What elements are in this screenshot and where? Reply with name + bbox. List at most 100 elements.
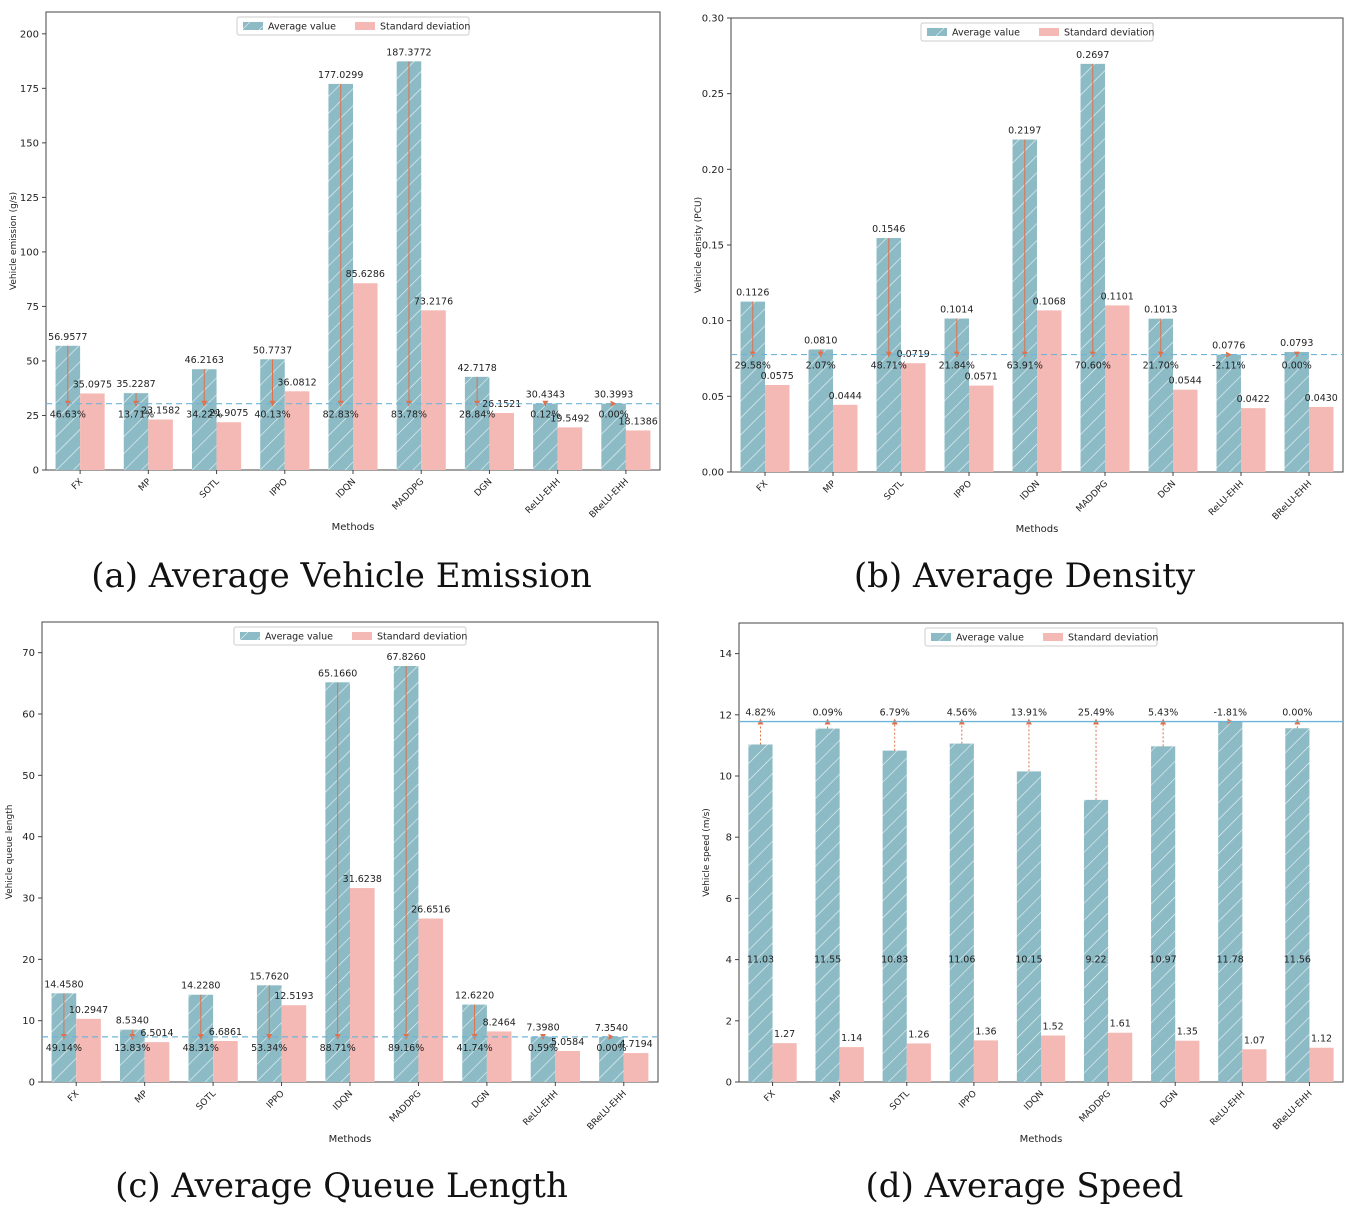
x-tick-label: DGN	[470, 1089, 492, 1111]
y-axis-label: Vehicle density (PCU)	[694, 197, 704, 293]
label-percent-change: -2.11%	[1212, 361, 1246, 372]
chart-panel-density: 0.00 0.05 0.10 0.15 0.20 0.25 0.30 Vehicle dens…	[683, 0, 1366, 550]
bar-standard-deviation	[1173, 389, 1198, 472]
x-tick-label: SOTL	[888, 1089, 912, 1113]
bar-average-value	[1016, 771, 1041, 1082]
bar-standard-deviation	[216, 422, 242, 470]
x-tick-label: ReLU-EHH	[1209, 1089, 1248, 1128]
label-standard-deviation: 1.35	[1177, 1027, 1198, 1038]
y-tick-label: 10	[22, 1016, 35, 1027]
label-average-value: 67.8260	[386, 652, 425, 663]
label-standard-deviation: 1.26	[908, 1029, 929, 1040]
label-standard-deviation: 1.14	[841, 1033, 862, 1044]
bar-standard-deviation	[489, 412, 515, 470]
caption-emission: (a) Average Vehicle Emission	[91, 556, 592, 596]
bar-standard-deviation	[557, 427, 583, 470]
label-percent-change: 88.71%	[320, 1043, 356, 1054]
y-tick-label: 6	[726, 894, 732, 905]
label-percent-change: 49.14%	[46, 1043, 82, 1054]
bar-standard-deviation	[765, 384, 790, 472]
y-tick-label: 14	[719, 649, 732, 660]
label-average-value: 0.1126	[736, 288, 769, 299]
label-average-value: 177.0299	[318, 70, 363, 81]
label-standard-deviation: 8.2464	[483, 1017, 516, 1028]
bar-average-value	[1151, 746, 1176, 1082]
x-tick-label: BReLU-EHH	[1271, 479, 1314, 522]
bar-standard-deviation	[353, 283, 378, 470]
label-standard-deviation: 1.12	[1311, 1034, 1332, 1045]
label-standard-deviation: 73.2176	[414, 296, 453, 307]
bar-average-value	[1216, 354, 1241, 472]
x-tick-label: ReLU-EHH	[524, 477, 563, 516]
bar-standard-deviation	[969, 385, 994, 472]
x-tick-label: IPPO	[957, 1089, 979, 1111]
bar-average-value	[949, 743, 974, 1082]
label-standard-deviation: 10.2947	[69, 1005, 108, 1016]
y-tick-label: 4	[726, 955, 732, 966]
bar-standard-deviation	[213, 1040, 238, 1082]
label-percent-change: 0.00%	[596, 1043, 626, 1054]
label-average-value: 0.1014	[940, 305, 973, 316]
bar-standard-deviation	[1242, 1049, 1267, 1082]
x-tick-label: IDQN	[334, 477, 358, 501]
y-tick-label: 10	[719, 772, 732, 783]
bar-average-value	[533, 403, 558, 470]
legend: Average value Standard deviation	[924, 627, 1158, 647]
bar-standard-deviation	[973, 1040, 999, 1082]
bar-standard-deviation	[1037, 310, 1062, 472]
y-tick-label: 2	[726, 1016, 732, 1027]
label-percent-change: 53.34%	[251, 1043, 287, 1054]
x-tick-label: DGN	[1159, 1089, 1181, 1111]
label-average-value: 0.2197	[1008, 126, 1041, 137]
bar-standard-deviation	[1105, 305, 1130, 472]
bar-standard-deviation	[906, 1043, 931, 1082]
label-standard-deviation: 19.5492	[550, 413, 589, 424]
label-standard-deviation: 21.9075	[209, 408, 248, 419]
label-percent-change: 41.74%	[456, 1043, 492, 1054]
label-average-value: 7.3980	[526, 1023, 559, 1034]
bar-standard-deviation	[555, 1050, 580, 1082]
bar-average-value	[815, 728, 840, 1082]
legend-label-average: Average value	[956, 633, 1024, 644]
y-tick-label: 0.05	[702, 392, 724, 403]
label-percent-change: 21.84%	[939, 361, 975, 372]
bar-standard-deviation	[144, 1042, 170, 1082]
y-tick-label: 0.30	[702, 14, 724, 25]
bar-standard-deviation	[76, 1018, 101, 1082]
caption-queue-length: (c) Average Queue Length	[115, 1166, 568, 1206]
x-tick-label: MP	[137, 477, 154, 494]
label-percent-change: 40.13%	[254, 410, 290, 421]
label-average-value: 0.1013	[1144, 305, 1177, 316]
label-percent-change: 0.09%	[812, 708, 842, 719]
label-average-value: 10.83	[881, 955, 908, 966]
label-standard-deviation: 26.1521	[482, 399, 521, 410]
label-standard-deviation: 31.6238	[343, 874, 382, 885]
legend-box	[233, 626, 467, 646]
label-standard-deviation: 0.0444	[829, 391, 862, 402]
chart-panel-queue-length: 0 10 20 30 40 50 60 70 Vehicle queue length Metho…	[0, 608, 683, 1158]
label-average-value: 56.9577	[48, 332, 87, 343]
x-tick-label: MADDPG	[391, 477, 427, 513]
label-average-value: 15.7620	[250, 971, 289, 982]
label-percent-change: 83.78%	[391, 410, 427, 421]
x-tick-label: IPPO	[268, 477, 290, 499]
label-average-value: 12.6220	[455, 991, 494, 1002]
legend: Average value Standard deviation	[920, 22, 1154, 42]
label-percent-change: 89.16%	[388, 1043, 424, 1054]
label-average-value: 7.3540	[595, 1023, 628, 1034]
bar-standard-deviation	[421, 310, 446, 470]
y-tick-label: 40	[22, 832, 35, 843]
bar-average-value	[1083, 799, 1109, 1082]
legend-swatch-average	[240, 632, 260, 640]
x-tick-label: IPPO	[265, 1089, 287, 1111]
label-standard-deviation: 6.5014	[140, 1028, 173, 1039]
label-standard-deviation: 36.0812	[277, 377, 316, 388]
label-percent-change: 6.79%	[880, 708, 910, 719]
label-average-value: 11.55	[814, 955, 841, 966]
label-percent-change: -1.81%	[1213, 708, 1247, 719]
label-standard-deviation: 1.52	[1043, 1021, 1064, 1032]
label-average-value: 42.7178	[458, 363, 497, 374]
y-tick-label: 75	[26, 302, 39, 313]
y-tick-label: 0	[726, 1078, 732, 1089]
legend-label-std: Standard deviation	[377, 632, 467, 643]
